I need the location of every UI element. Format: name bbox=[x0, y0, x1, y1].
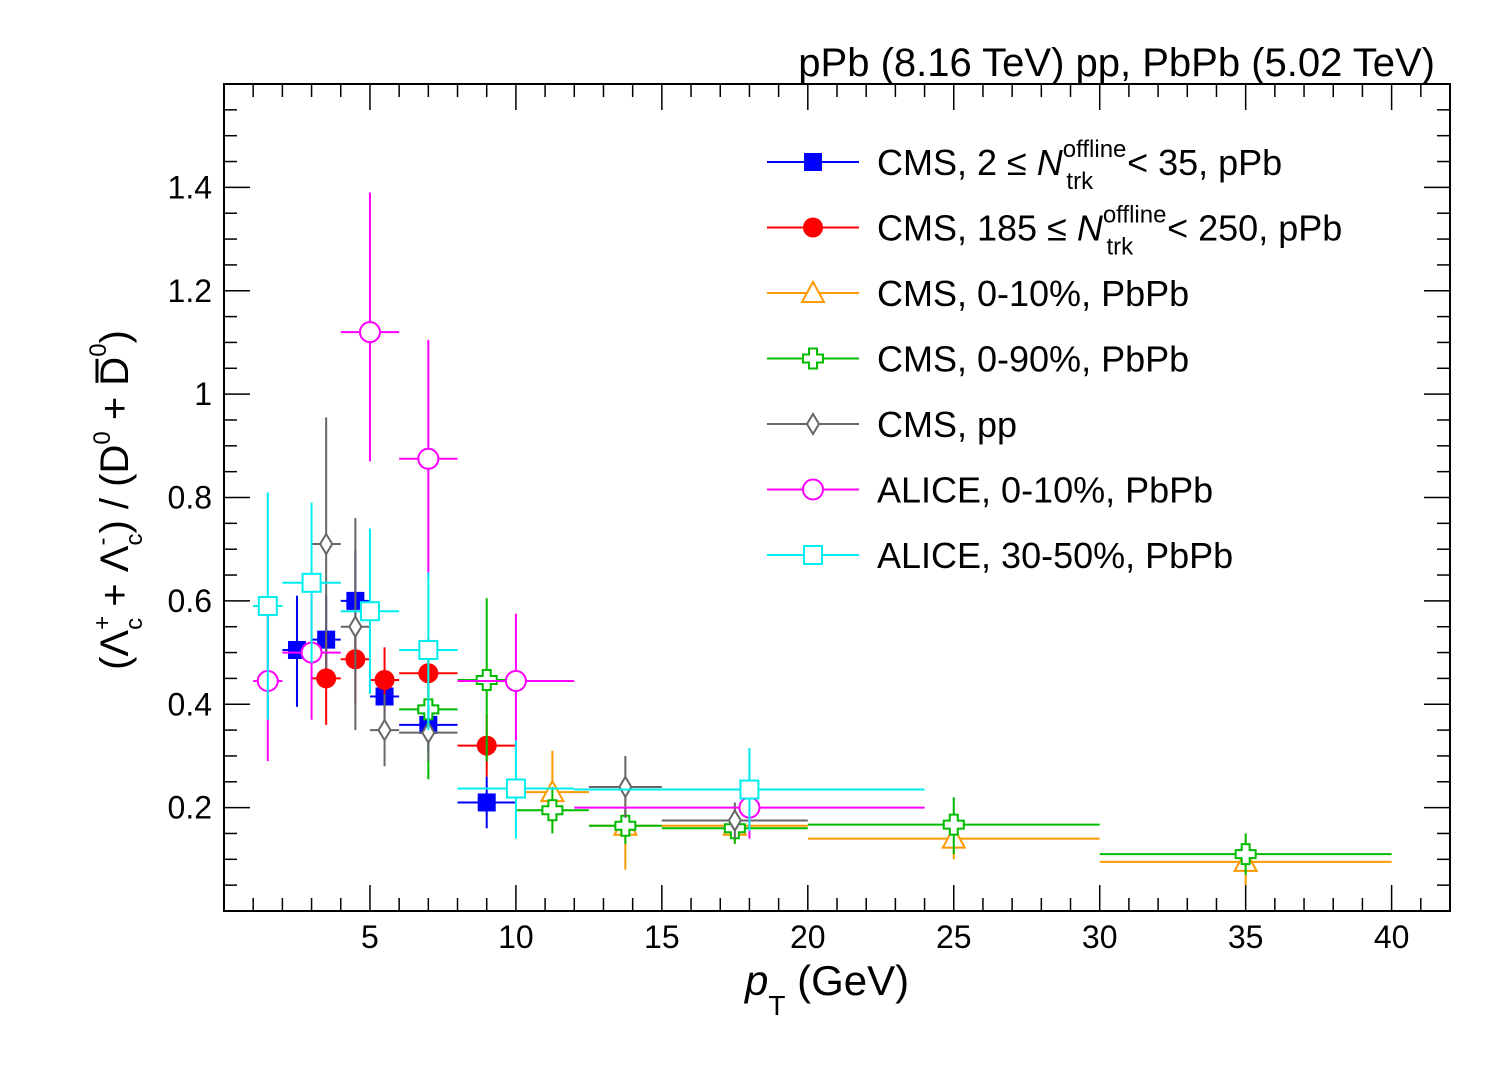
y-tick-label: 1.4 bbox=[168, 169, 212, 205]
marker bbox=[257, 596, 278, 617]
legend-entry: CMS, 0-90%, PbPb bbox=[767, 339, 1189, 380]
axis-ticks bbox=[224, 84, 1450, 911]
marker bbox=[377, 718, 392, 743]
legend-entry: CMS, 2 ≤ Noffline trk < 35, pPb bbox=[767, 136, 1282, 195]
x-tick-label: 15 bbox=[644, 919, 680, 955]
series-5 bbox=[253, 192, 925, 839]
y-tick-label: 1 bbox=[194, 376, 212, 412]
marker bbox=[505, 778, 526, 799]
marker bbox=[1234, 843, 1257, 866]
marker bbox=[374, 669, 395, 690]
legend-entry: CMS, 185 ≤ Noffline trk < 250, pPb bbox=[767, 202, 1342, 261]
chart-title: pPb (8.16 TeV) pp, PbPb (5.02 TeV) bbox=[798, 41, 1435, 85]
y-tick-label: 1.2 bbox=[168, 273, 212, 309]
data-series bbox=[253, 192, 1392, 886]
legend-entry: CMS, 0-10%, PbPb bbox=[767, 273, 1189, 314]
x-tick-label: 40 bbox=[1374, 919, 1410, 955]
legend-label: ALICE, 30-50%, PbPb bbox=[877, 535, 1233, 576]
data-point bbox=[369, 693, 400, 767]
legend-label: CMS, 0-90%, PbPb bbox=[877, 339, 1189, 380]
data-point bbox=[515, 786, 589, 834]
data-point bbox=[399, 339, 458, 578]
marker bbox=[739, 779, 760, 800]
data-point bbox=[340, 192, 400, 462]
legend-marker bbox=[802, 478, 824, 501]
legend-marker bbox=[805, 412, 821, 436]
marker bbox=[614, 814, 637, 837]
data-point bbox=[457, 613, 575, 751]
marker bbox=[316, 668, 337, 689]
data-point bbox=[311, 417, 341, 669]
x-tick-label: 35 bbox=[1228, 919, 1264, 955]
legend-label: ALICE, 0-10%, PbPb bbox=[877, 470, 1213, 511]
data-point bbox=[807, 797, 1100, 855]
legend-marker bbox=[804, 153, 822, 171]
series-4 bbox=[311, 417, 808, 839]
data-point bbox=[457, 740, 575, 839]
y-tick-label: 0.8 bbox=[168, 480, 212, 516]
series-6 bbox=[253, 492, 925, 839]
marker bbox=[475, 668, 498, 691]
data-point bbox=[282, 502, 341, 663]
series-1 bbox=[311, 616, 516, 777]
data-point bbox=[369, 647, 400, 715]
marker bbox=[942, 813, 965, 836]
data-point bbox=[574, 748, 925, 831]
x-tick-label: 10 bbox=[498, 919, 534, 955]
y-tick-label: 0.6 bbox=[168, 583, 212, 619]
marker bbox=[504, 669, 527, 692]
marker bbox=[727, 808, 742, 833]
series-3 bbox=[399, 598, 1392, 875]
marker bbox=[417, 447, 440, 470]
data-point bbox=[588, 755, 662, 818]
marker bbox=[319, 532, 334, 556]
x-tick-label: 30 bbox=[1082, 919, 1118, 955]
data-point bbox=[399, 572, 458, 731]
x-tick-labels: 5 10 15 20 25 30 35 40 bbox=[361, 919, 1409, 955]
y-axis-label: (Λ+ c + Λ-c) / (D0 + D0) bbox=[85, 330, 148, 670]
legend: CMS, 2 ≤ Noffline trk < 35, pPb CMS, 185 ≤… bbox=[767, 136, 1342, 576]
marker bbox=[359, 601, 380, 622]
legend-marker bbox=[803, 545, 823, 565]
legend-marker bbox=[802, 347, 824, 370]
y-tick-labels: 0.2 0.4 0.6 0.8 1 1.2 1.4 bbox=[168, 169, 212, 825]
data-point bbox=[457, 776, 516, 829]
x-tick-label: 20 bbox=[790, 919, 826, 955]
legend-label: CMS, 185 ≤ Noffline trk < 250, pPb bbox=[877, 202, 1342, 261]
y-tick-label: 0.2 bbox=[168, 790, 212, 826]
marker bbox=[477, 793, 496, 812]
data-point bbox=[340, 528, 400, 694]
legend-entry: ALICE, 30-50%, PbPb bbox=[767, 535, 1233, 576]
marker bbox=[541, 799, 564, 822]
data-point bbox=[253, 492, 283, 720]
x-tick-label: 5 bbox=[361, 919, 379, 955]
x-tick-label: 25 bbox=[936, 919, 972, 955]
legend-entry: ALICE, 0-10%, PbPb bbox=[767, 470, 1213, 511]
marker bbox=[618, 775, 633, 799]
legend-entry: CMS, pp bbox=[767, 404, 1017, 445]
legend-marker bbox=[800, 279, 826, 303]
data-point bbox=[661, 802, 808, 839]
legend-label: CMS, pp bbox=[877, 404, 1017, 445]
marker bbox=[301, 572, 322, 593]
marker bbox=[421, 720, 436, 745]
data-point bbox=[340, 518, 370, 731]
marker bbox=[358, 321, 381, 344]
legend-label: CMS, 2 ≤ Noffline trk < 35, pPb bbox=[877, 136, 1282, 195]
x-axis-label: pT (GeV) bbox=[743, 957, 909, 1021]
data-point bbox=[1099, 833, 1392, 875]
marker bbox=[348, 614, 363, 639]
legend-marker bbox=[803, 217, 823, 238]
legend-label: CMS, 0-10%, PbPb bbox=[877, 273, 1189, 314]
y-tick-label: 0.4 bbox=[168, 686, 212, 722]
marker bbox=[418, 639, 439, 660]
